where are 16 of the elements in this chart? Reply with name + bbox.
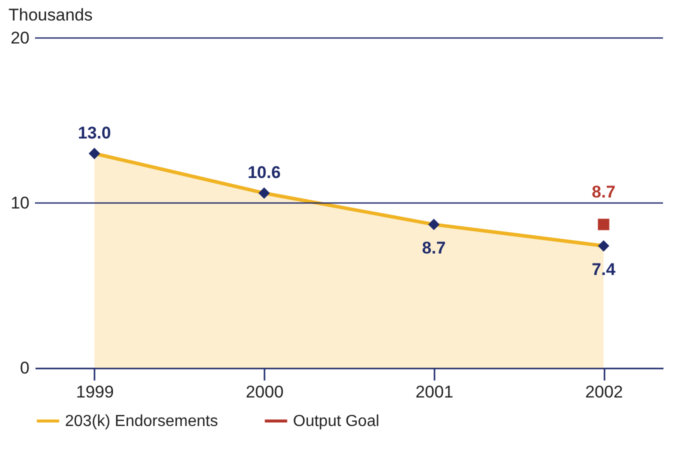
y-axis-title: Thousands	[8, 6, 93, 24]
legend-label: Output Goal	[293, 413, 380, 430]
x-tick-label: 1999	[76, 382, 114, 402]
data-label: 8.7	[592, 182, 616, 202]
x-tick-label: 2001	[415, 382, 454, 402]
point	[598, 218, 610, 230]
data-label: 8.7	[422, 238, 446, 258]
data-label: 13.0	[78, 124, 111, 142]
y-tick-label: 20	[10, 28, 30, 48]
data-label: 10.6	[248, 163, 281, 182]
data-label: 7.4	[592, 260, 616, 279]
legend-label: 203(k) Endorsements	[65, 413, 218, 430]
x-tick-label: 2000	[246, 382, 284, 402]
y-tick-label: 10	[10, 194, 30, 212]
x-tick-label: 2002	[585, 382, 624, 402]
y-tick-label: 0	[20, 358, 30, 378]
